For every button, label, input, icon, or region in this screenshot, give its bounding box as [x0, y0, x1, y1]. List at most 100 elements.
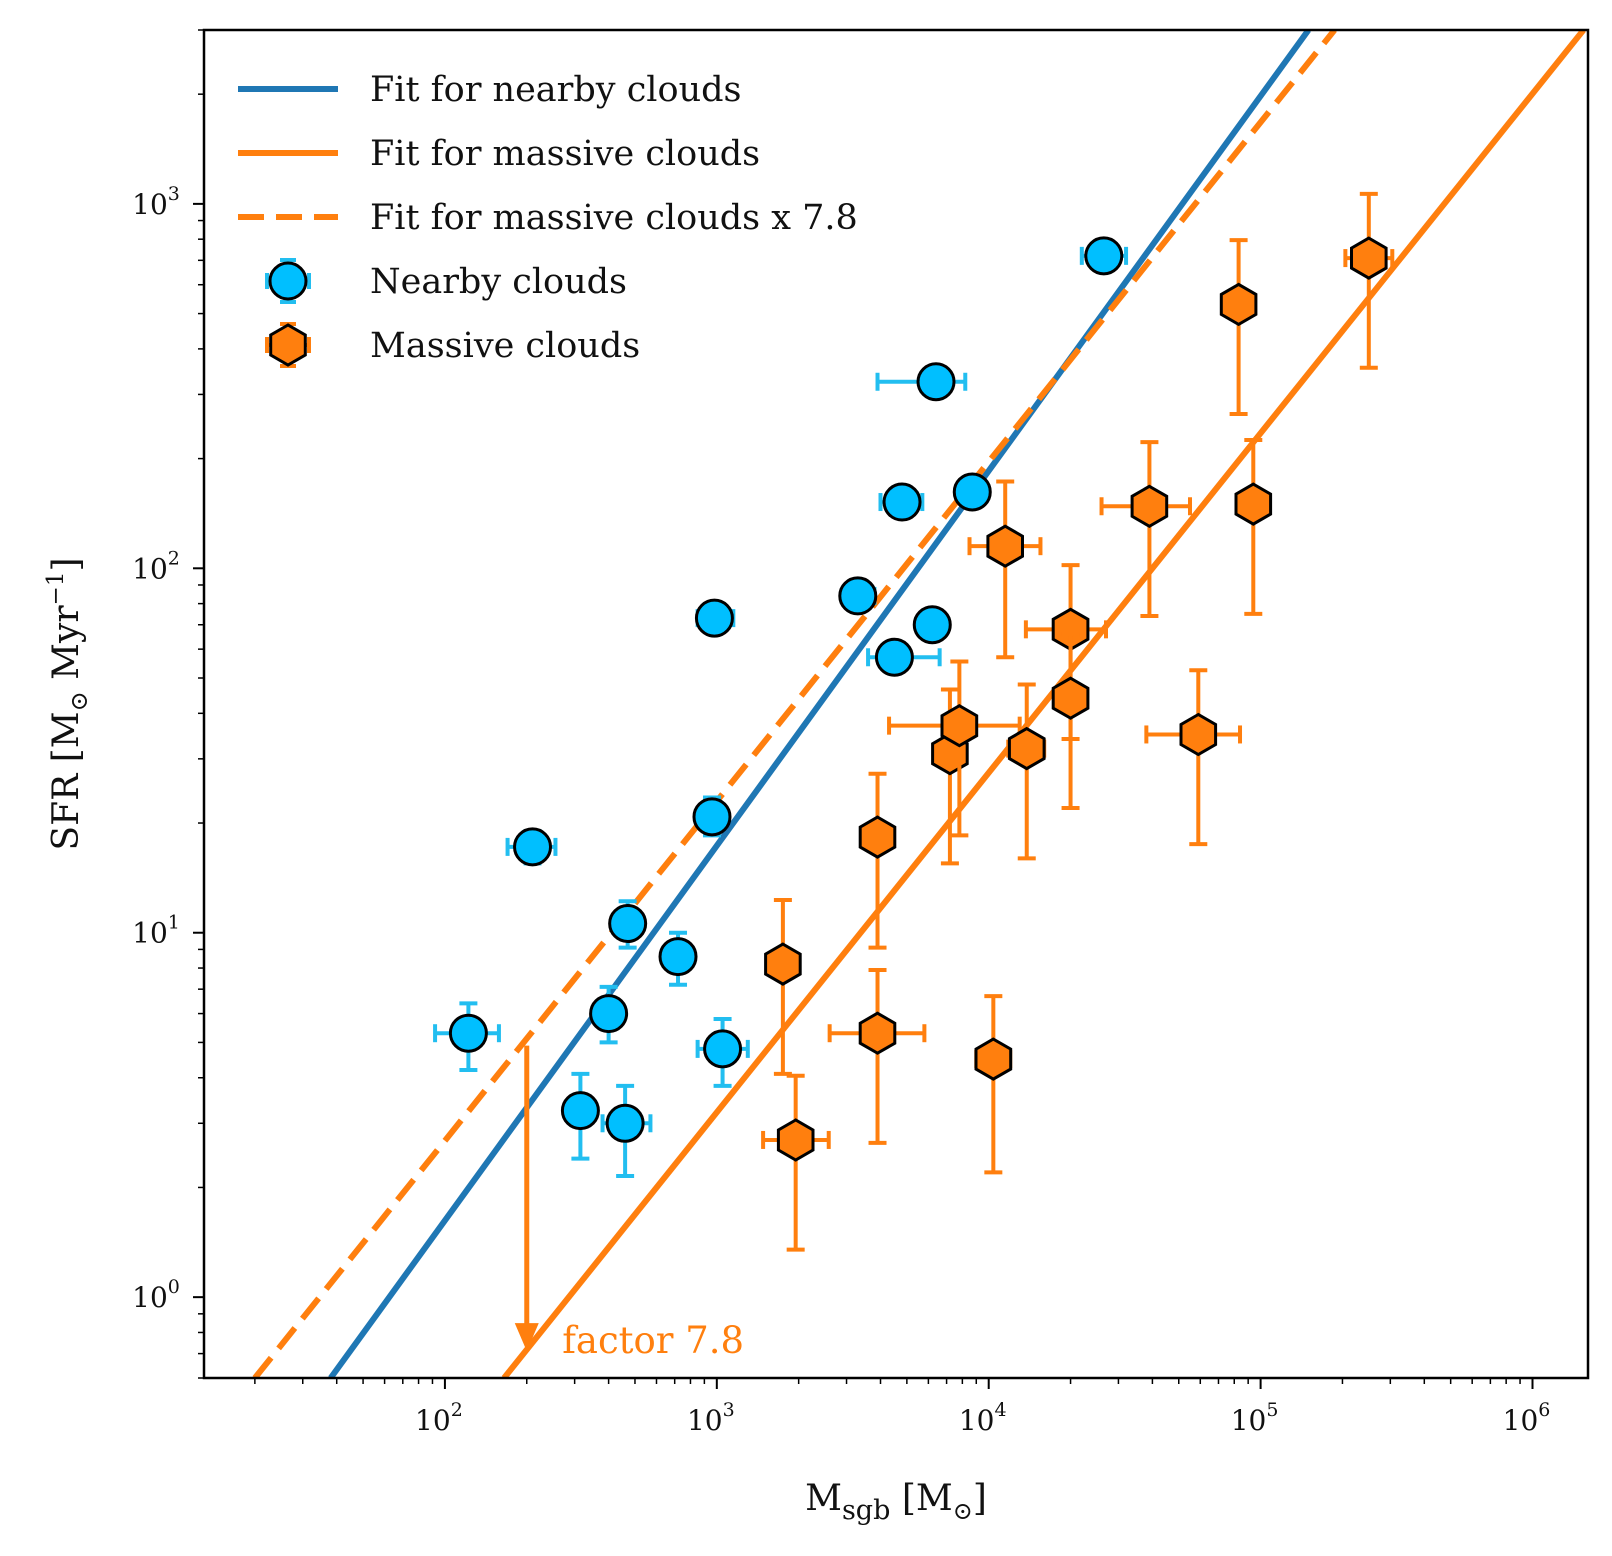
fit-line-2 — [501, 30, 1586, 1378]
nearby-cloud-marker — [952, 472, 992, 512]
nearby-cloud-point — [866, 637, 942, 677]
massive-cloud-marker — [776, 1118, 815, 1162]
nearby-cloud-point — [600, 1083, 653, 1179]
factor-arrow-head — [514, 1323, 539, 1352]
legend-label: Fit for massive clouds x 7.8 — [370, 198, 858, 238]
legend-item: Fit for massive clouds x 7.8 — [238, 198, 858, 238]
nearby-cloud-marker — [916, 362, 956, 402]
legend: Fit for nearby clouds Fit for massive clo… — [238, 70, 858, 368]
legend-item: Fit for massive clouds — [238, 134, 760, 174]
y-axis-label-unit: Myr — [46, 605, 87, 692]
x-tick-exp: 2 — [451, 1399, 463, 1421]
massive-cloud-point — [761, 1073, 831, 1252]
legend-marker-circle — [268, 261, 308, 301]
massive-cloud-marker — [1219, 282, 1258, 327]
nearby-cloud-point — [433, 1001, 501, 1073]
y-tick-base: 10 — [132, 552, 168, 585]
nearby-cloud-point — [952, 472, 992, 512]
nearby-cloud-point — [560, 1071, 600, 1161]
massive-cloud-marker — [974, 1037, 1013, 1081]
nearby-cloud-marker — [703, 1029, 743, 1069]
nearby-cloud-marker — [912, 605, 952, 645]
legend-label: Fit for massive clouds — [370, 134, 760, 174]
y-tick-base: 10 — [132, 1281, 168, 1314]
nearby-cloud-point — [692, 795, 732, 838]
y-tick-exp: 2 — [168, 547, 180, 569]
massive-cloud-point — [1099, 440, 1193, 618]
x-tick-exp: 5 — [1266, 1399, 1278, 1421]
nearby-cloud-point — [589, 984, 629, 1045]
massive-cloud-point — [1343, 191, 1395, 370]
x-axis-label: Msgb [M⊙] — [805, 1478, 987, 1526]
massive-cloud-point — [827, 968, 927, 1145]
nearby-cloud-marker — [694, 598, 734, 638]
y-tick-base: 10 — [132, 188, 168, 221]
nearby-cloud-point — [658, 930, 698, 987]
nearby-cloud-point — [608, 899, 648, 950]
massive-cloud-marker — [858, 1011, 897, 1055]
massive-cloud-marker — [1007, 726, 1046, 771]
factor-annotation-text: factor 7.8 — [562, 1319, 744, 1362]
massive-cloud-marker — [1179, 712, 1218, 757]
fit-line-1 — [328, 30, 1311, 1378]
nearby-cloud-marker — [608, 904, 648, 944]
massive-cloud-point — [974, 994, 1013, 1175]
factor-annotation: factor 7.8 — [514, 1045, 744, 1362]
nearby-cloud-point — [875, 362, 968, 402]
x-tick-label: 104 — [959, 1399, 1007, 1437]
x-tick-base: 10 — [1503, 1404, 1539, 1437]
x-tick-exp: 3 — [723, 1399, 735, 1421]
data-points — [433, 191, 1395, 1252]
y-axis-label: SFR [M⊙ Myr−1] — [43, 557, 93, 850]
y-axis-label-close: ] — [46, 557, 87, 571]
nearby-cloud-point — [505, 827, 558, 867]
plot-frame — [202, 28, 1590, 1380]
massive-cloud-point — [1234, 437, 1273, 616]
massive-cloud-marker — [1234, 482, 1273, 526]
nearby-cloud-marker — [882, 482, 922, 522]
y-tick-label: 100 — [132, 1276, 180, 1314]
massive-cloud-point — [1006, 682, 1047, 861]
massive-cloud-marker — [1130, 484, 1169, 529]
legend-item: Fit for nearby clouds — [238, 70, 741, 110]
nearby-cloud-marker — [838, 576, 878, 616]
massive-cloud-marker — [986, 524, 1024, 568]
x-tick-label: 103 — [687, 1399, 735, 1437]
x-axis-label-sub: sgb — [842, 1495, 890, 1526]
nearby-cloud-point — [695, 1016, 750, 1088]
x-axis-label-close: ] — [973, 1478, 987, 1519]
x-tick-label: 102 — [415, 1399, 463, 1437]
nearby-cloud-marker — [605, 1103, 645, 1143]
nearby-cloud-marker — [513, 827, 553, 867]
legend-item: Massive clouds — [265, 322, 640, 368]
nearby-cloud-marker — [874, 637, 914, 677]
legend-label: Nearby clouds — [370, 262, 627, 302]
massive-cloud-marker — [764, 942, 802, 986]
x-tick-base: 10 — [959, 1404, 995, 1437]
legend-label: Massive clouds — [370, 326, 640, 366]
x-tick-label: 106 — [1503, 1399, 1551, 1437]
x-tick-base: 10 — [1231, 1404, 1267, 1437]
massive-cloud-marker — [858, 815, 897, 859]
nearby-cloud-marker — [448, 1013, 488, 1053]
y-tick-label: 103 — [132, 183, 180, 221]
massive-cloud-point — [887, 659, 1022, 838]
nearby-cloud-marker — [1084, 236, 1124, 276]
massive-cloud-point — [1051, 632, 1090, 810]
x-tick-label: 105 — [1231, 1399, 1279, 1437]
x-axis-label-rest: [M — [890, 1478, 952, 1519]
legend-item: Nearby clouds — [265, 258, 627, 304]
nearby-cloud-point — [838, 576, 878, 616]
massive-cloud-point — [858, 771, 897, 950]
nearby-cloud-point — [878, 482, 925, 522]
nearby-cloud-marker — [692, 797, 732, 837]
x-axis-ticks: 102 103 104 105 106 — [415, 1378, 1550, 1437]
legend-label: Fit for nearby clouds — [370, 70, 741, 110]
y-tick-base: 10 — [132, 917, 168, 950]
massive-cloud-marker — [1350, 236, 1388, 280]
massive-cloud-point — [1219, 238, 1258, 417]
fit-line-3 — [252, 30, 1337, 1378]
x-tick-base: 10 — [415, 1404, 451, 1437]
